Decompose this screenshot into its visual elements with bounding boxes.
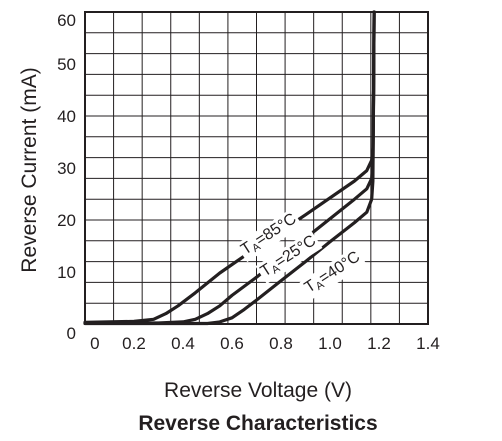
x-tick-labels: 0 0.2 0.4 0.6 0.8 1.0 1.2 1.4 [90,334,440,353]
x-axis-title: Reverse Voltage (V) [164,379,352,402]
y-tick-label: 60 [57,11,76,30]
series-label-background [299,246,367,301]
series-label-background [235,208,303,263]
series-line [83,10,376,326]
y-axis-title: Reverse Current (mA) [18,67,41,272]
y-tick-label: 40 [57,107,76,126]
curve-labels: TA=85°CTA=25°CTA=40°C [235,208,367,301]
chart-title: Reverse Characteristics [138,412,377,435]
grid [85,12,428,324]
series-label-background [255,230,323,284]
y-tick-label: 20 [57,211,76,230]
x-tick-label: 0 [90,334,99,353]
y-tick-label: 0 [67,324,76,343]
x-tick-label: 1.0 [318,334,342,353]
x-tick-label: 0.4 [171,334,195,353]
x-tick-label: 1.4 [416,334,440,353]
y-tick-label: 10 [57,263,76,282]
y-tick-labels: 0 10 20 30 40 50 60 [57,11,76,343]
x-tick-label: 0.8 [269,334,293,353]
y-tick-label: 30 [57,159,76,178]
x-tick-label: 0.6 [220,334,244,353]
x-tick-label: 0.2 [122,334,146,353]
x-tick-label: 1.2 [367,334,391,353]
plot-frame [84,11,429,325]
y-tick-label: 50 [57,55,76,74]
